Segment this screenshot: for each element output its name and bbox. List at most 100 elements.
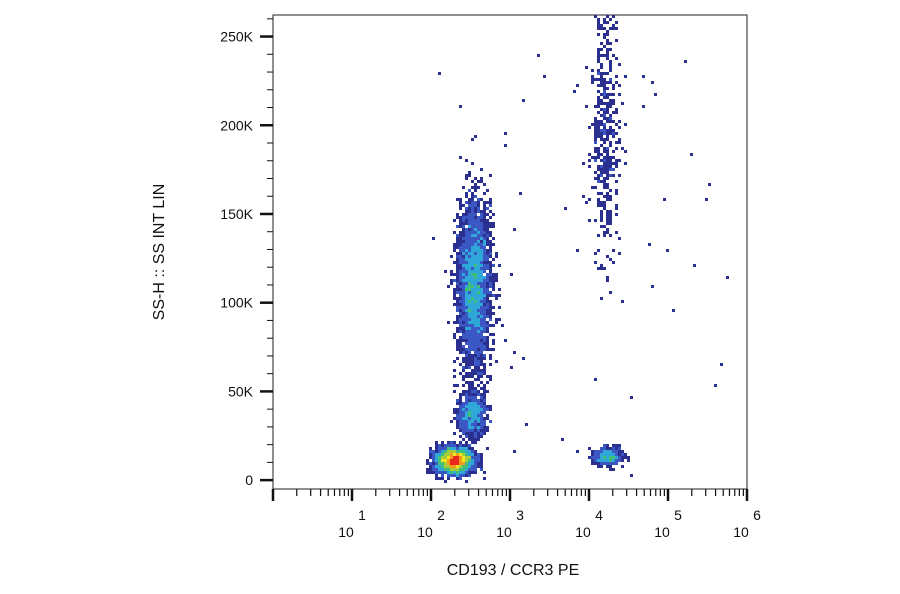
event-dot <box>594 156 597 159</box>
event-dot <box>609 18 612 21</box>
event-dot <box>477 243 480 246</box>
event-dot <box>594 159 597 162</box>
event-dot <box>465 366 468 369</box>
event-dot <box>603 444 606 447</box>
event-dot <box>468 300 471 303</box>
event-dot <box>471 300 474 303</box>
event-dot <box>471 204 474 207</box>
event-dot <box>486 288 489 291</box>
event-dot <box>693 264 696 267</box>
event-dot <box>468 321 471 324</box>
event-dot <box>594 378 597 381</box>
event-dot <box>456 468 459 471</box>
event-dot <box>465 453 468 456</box>
event-dot <box>477 237 480 240</box>
event-dot <box>462 444 465 447</box>
event-dot <box>612 156 615 159</box>
event-dot <box>450 255 453 258</box>
event-dot <box>483 471 486 474</box>
event-dot <box>483 342 486 345</box>
event-dot <box>483 393 486 396</box>
event-dot <box>477 402 480 405</box>
event-dot <box>462 294 465 297</box>
event-dot <box>453 375 456 378</box>
event-dot <box>492 258 495 261</box>
event-dot <box>471 468 474 471</box>
event-dot <box>456 246 459 249</box>
event-dot <box>612 120 615 123</box>
event-dot <box>477 207 480 210</box>
event-dot <box>435 453 438 456</box>
event-dot <box>459 291 462 294</box>
event-dot <box>459 207 462 210</box>
event-dot <box>615 81 618 84</box>
event-dot <box>609 78 612 81</box>
event-dot <box>489 363 492 366</box>
event-dot <box>471 315 474 318</box>
event-dot <box>483 318 486 321</box>
event-dot <box>486 375 489 378</box>
event-dot <box>615 165 618 168</box>
event-dot <box>468 282 471 285</box>
event-dot <box>471 348 474 351</box>
event-dot <box>468 252 471 255</box>
event-dot <box>471 447 474 450</box>
event-dot <box>453 390 456 393</box>
event-dot <box>468 384 471 387</box>
event-dot <box>474 456 477 459</box>
event-dot <box>483 243 486 246</box>
event-dot <box>603 111 606 114</box>
event-dot <box>603 141 606 144</box>
event-dot <box>603 453 606 456</box>
event-dot <box>453 369 456 372</box>
event-dot <box>471 285 474 288</box>
event-dot <box>483 252 486 255</box>
event-dot <box>504 132 507 135</box>
event-dot <box>486 258 489 261</box>
event-dot <box>489 267 492 270</box>
event-dot <box>606 120 609 123</box>
event-dot <box>600 462 603 465</box>
event-dot <box>603 186 606 189</box>
event-dot <box>456 345 459 348</box>
event-dot <box>624 123 627 126</box>
event-dot <box>480 348 483 351</box>
event-dot <box>450 456 453 459</box>
event-dot <box>609 27 612 30</box>
event-dot <box>597 51 600 54</box>
event-dot <box>474 408 477 411</box>
event-dot <box>462 468 465 471</box>
event-dot <box>480 396 483 399</box>
event-dot <box>462 366 465 369</box>
event-dot <box>477 339 480 342</box>
event-dot <box>462 405 465 408</box>
event-dot <box>489 204 492 207</box>
event-dot <box>606 447 609 450</box>
event-dot <box>594 177 597 180</box>
event-dot <box>615 204 618 207</box>
event-dot <box>486 294 489 297</box>
event-dot <box>612 450 615 453</box>
event-dot <box>456 462 459 465</box>
event-dot <box>618 252 621 255</box>
event-dot <box>468 423 471 426</box>
event-dot <box>603 267 606 270</box>
event-dot <box>597 204 600 207</box>
event-dot <box>606 42 609 45</box>
event-dot <box>453 261 456 264</box>
event-dot <box>471 309 474 312</box>
event-dot <box>603 90 606 93</box>
event-dot <box>477 462 480 465</box>
event-dot <box>609 102 612 105</box>
event-dot <box>591 450 594 453</box>
event-dot <box>513 228 516 231</box>
event-dot <box>612 444 615 447</box>
event-dot <box>471 237 474 240</box>
event-dot <box>594 126 597 129</box>
event-dot <box>474 231 477 234</box>
event-dot <box>492 222 495 225</box>
event-dot <box>444 453 447 456</box>
event-dot <box>486 342 489 345</box>
event-dot <box>603 123 606 126</box>
event-dot <box>615 132 618 135</box>
